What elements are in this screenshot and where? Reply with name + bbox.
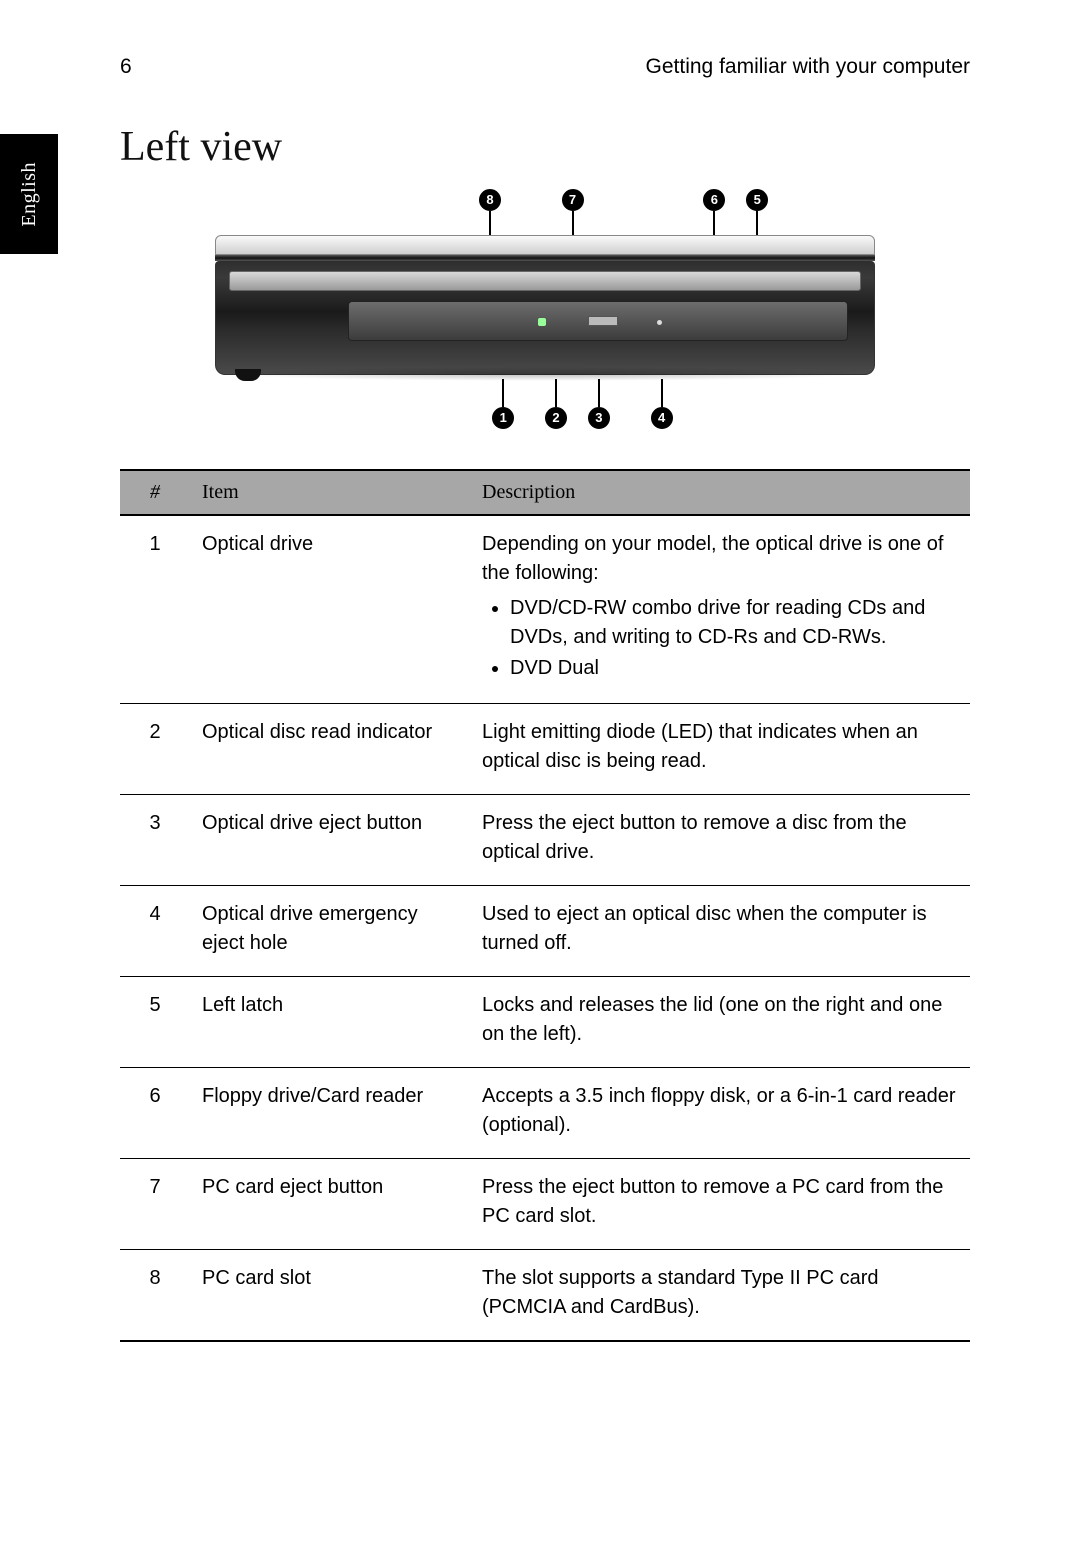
callout-number: 2 <box>545 407 567 429</box>
left-view-diagram: 8765 1234 <box>120 189 970 429</box>
callout-number: 5 <box>746 189 768 211</box>
desc-bullet: DVD/CD-RW combo drive for reading CDs an… <box>510 594 958 652</box>
language-tab-label: English <box>18 162 41 227</box>
row-description: Press the eject button to remove a disc … <box>470 795 970 886</box>
row-item: PC card slot <box>190 1250 470 1342</box>
callout-number: 1 <box>492 407 514 429</box>
running-head: Getting familiar with your computer <box>646 55 970 79</box>
callout-3: 3 <box>588 379 610 429</box>
row-description: Used to eject an optical disc when the c… <box>470 886 970 977</box>
section-title: Left view <box>120 123 970 171</box>
table-row: 5Left latchLocks and releases the lid (o… <box>120 977 970 1068</box>
callout-number: 7 <box>562 189 584 211</box>
callout-number: 3 <box>588 407 610 429</box>
row-number: 6 <box>120 1068 190 1159</box>
row-number: 4 <box>120 886 190 977</box>
table-row: 3Optical drive eject buttonPress the eje… <box>120 795 970 886</box>
callout-2: 2 <box>545 379 567 429</box>
col-num: # <box>120 470 190 515</box>
callout-number: 8 <box>479 189 501 211</box>
table-row: 1Optical driveDepending on your model, t… <box>120 515 970 704</box>
row-item: Floppy drive/Card reader <box>190 1068 470 1159</box>
language-tab: English <box>0 134 58 254</box>
callout-7: 7 <box>562 189 584 235</box>
row-item: Optical drive emergency eject hole <box>190 886 470 977</box>
row-description: The slot supports a standard Type II PC … <box>470 1250 970 1342</box>
table-row: 7PC card eject buttonPress the eject but… <box>120 1159 970 1250</box>
row-description: Locks and releases the lid (one on the r… <box>470 977 970 1068</box>
row-item: Optical drive <box>190 515 470 704</box>
row-number: 7 <box>120 1159 190 1250</box>
desc-bullet: DVD Dual <box>510 654 958 683</box>
row-number: 5 <box>120 977 190 1068</box>
parts-table: # Item Description 1Optical driveDependi… <box>120 469 970 1342</box>
page-number: 6 <box>120 55 132 79</box>
row-item: PC card eject button <box>190 1159 470 1250</box>
table-row: 4Optical drive emergency eject holeUsed … <box>120 886 970 977</box>
callout-4: 4 <box>651 379 673 429</box>
callout-1: 1 <box>492 379 514 429</box>
col-desc: Description <box>470 470 970 515</box>
manual-page: English 6 Getting familiar with your com… <box>0 0 1080 1549</box>
laptop-side-illustration <box>215 235 875 375</box>
row-number: 1 <box>120 515 190 704</box>
callout-5: 5 <box>746 189 768 235</box>
row-description: Accepts a 3.5 inch floppy disk, or a 6-i… <box>470 1068 970 1159</box>
row-item: Optical disc read indicator <box>190 704 470 795</box>
callout-number: 6 <box>703 189 725 211</box>
row-description: Depending on your model, the optical dri… <box>470 515 970 704</box>
row-number: 3 <box>120 795 190 886</box>
table-row: 2Optical disc read indicatorLight emitti… <box>120 704 970 795</box>
callout-number: 4 <box>651 407 673 429</box>
row-number: 8 <box>120 1250 190 1342</box>
row-item: Optical drive eject button <box>190 795 470 886</box>
table-row: 8PC card slotThe slot supports a standar… <box>120 1250 970 1342</box>
callout-8: 8 <box>479 189 501 235</box>
row-description: Light emitting diode (LED) that indicate… <box>470 704 970 795</box>
row-item: Left latch <box>190 977 470 1068</box>
table-row: 6Floppy drive/Card readerAccepts a 3.5 i… <box>120 1068 970 1159</box>
col-item: Item <box>190 470 470 515</box>
callout-6: 6 <box>703 189 725 235</box>
row-description: Press the eject button to remove a PC ca… <box>470 1159 970 1250</box>
row-number: 2 <box>120 704 190 795</box>
page-header: 6 Getting familiar with your computer <box>120 55 970 79</box>
table-header-row: # Item Description <box>120 470 970 515</box>
